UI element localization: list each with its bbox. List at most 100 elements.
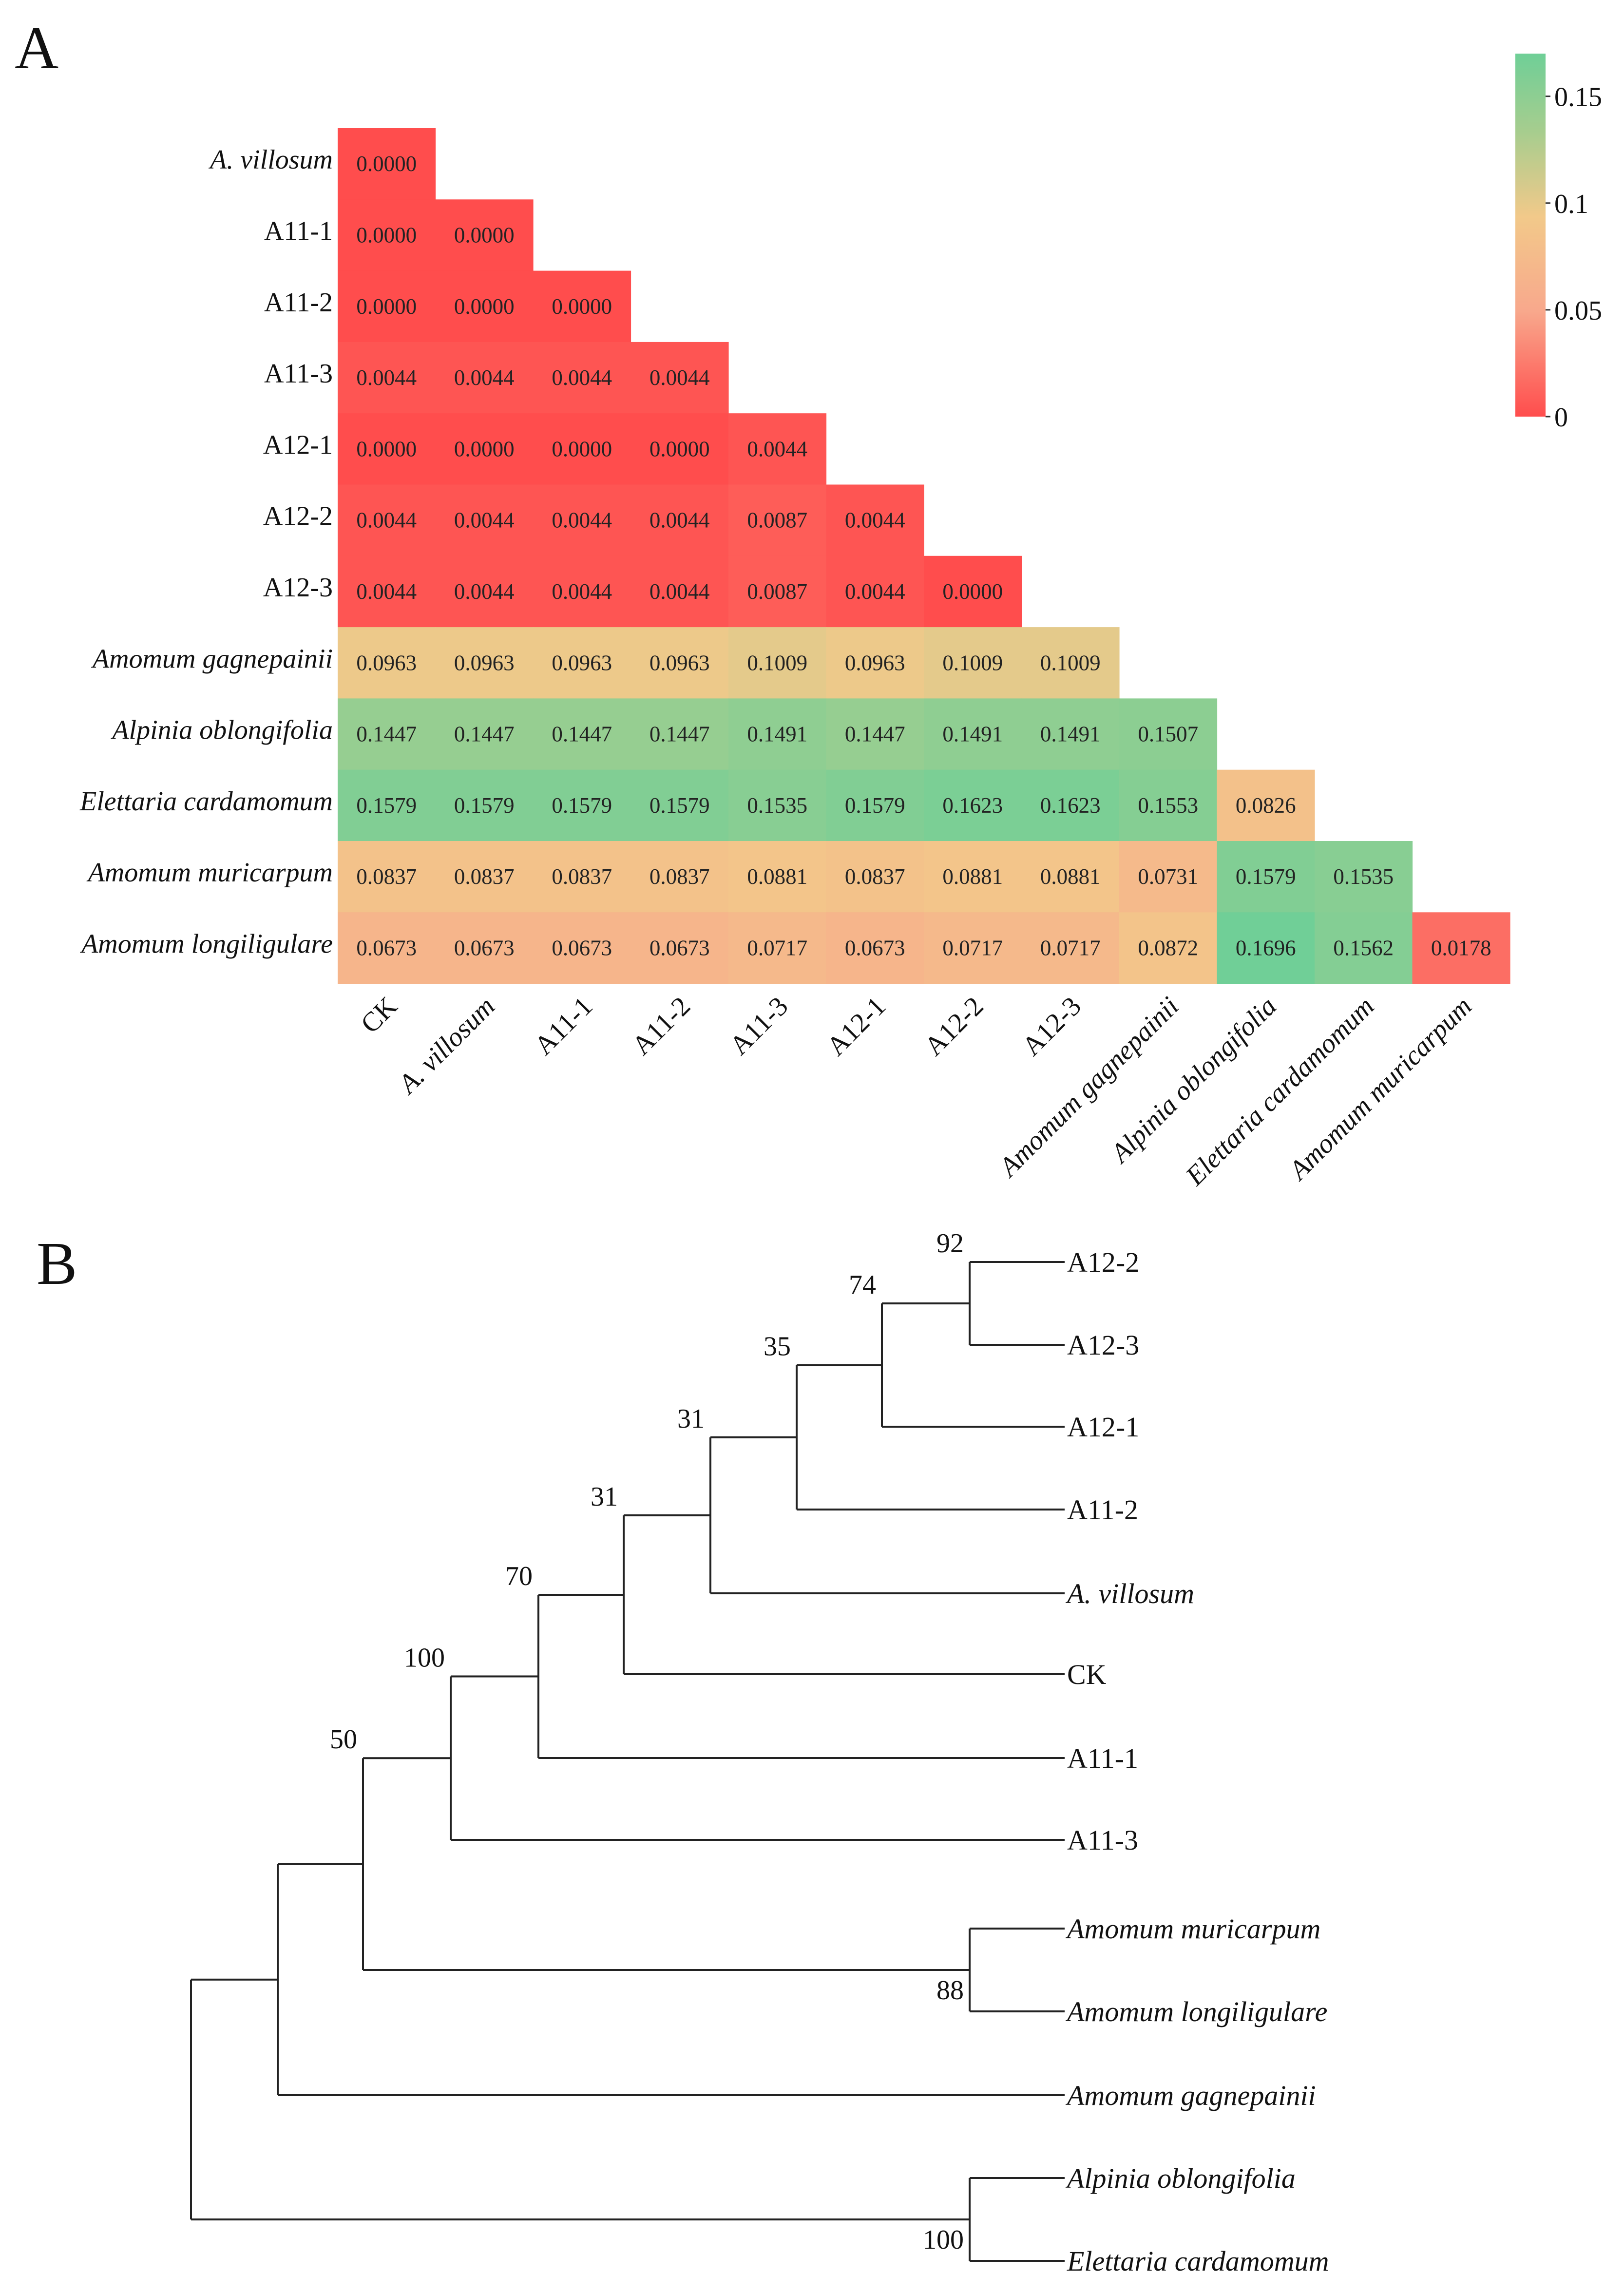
heatmap-cell-value: 0.0044 (552, 579, 612, 604)
heatmap-cell (826, 912, 924, 984)
tree-tip-label: A11-3 (1067, 1824, 1138, 1856)
heatmap-cell-value: 0.1507 (1138, 722, 1198, 746)
heatmap-cell (338, 413, 436, 485)
heatmap-cell (1315, 912, 1413, 984)
heatmap-cell (924, 627, 1022, 699)
bootstrap-value: 31 (591, 1482, 618, 1512)
heatmap-cell (1021, 841, 1120, 913)
heatmap-cell (338, 841, 436, 913)
heatmap-cell (435, 698, 534, 770)
heatmap-cell (728, 698, 827, 770)
bootstrap-value: 35 (764, 1332, 791, 1362)
heatmap-row-label: A11-2 (264, 287, 333, 318)
heatmap-cell-value: 0.1579 (845, 793, 905, 818)
heatmap-cell-value: 0.0000 (650, 437, 710, 461)
heatmap-cell-value: 0.0000 (356, 223, 417, 247)
heatmap-cell-value: 0.0087 (747, 579, 807, 604)
heatmap-cell-value: 0.1579 (552, 793, 612, 818)
heatmap-cell-value: 0.0000 (356, 294, 417, 319)
heatmap-cell-value: 0.0000 (454, 437, 515, 461)
heatmap-column-label: A12-1 (821, 991, 892, 1062)
heatmap-cell (630, 698, 729, 770)
heatmap-cell (338, 199, 436, 271)
heatmap-cell-value: 0.0044 (552, 365, 612, 390)
heatmap-cell (338, 128, 436, 200)
heatmap-cell-value: 0.0044 (650, 508, 710, 533)
heatmap-row-labels: A. villosum A11-1 A11-2 A11-3 A12-1 A12-2 A12-… (79, 145, 333, 959)
heatmap-cell (630, 912, 729, 984)
bootstrap-value: 70 (505, 1561, 533, 1591)
heatmap-cell (630, 484, 729, 556)
heatmap-row-label: A12-3 (263, 573, 333, 603)
heatmap-cell-value: 0.1579 (454, 793, 515, 818)
heatmap-cell (728, 841, 827, 913)
heatmap-cell (924, 698, 1022, 770)
tree-tip-label: Amomum longiligulare (1065, 1996, 1327, 2027)
heatmap-cell (533, 484, 631, 556)
panel-label-a: A (15, 15, 58, 82)
heatmap-cell-value: 0.0000 (552, 294, 612, 319)
heatmap-cell-value: 0.1491 (747, 722, 807, 746)
heatmap-column-label: Elettaria cardamomum (1180, 991, 1380, 1192)
heatmap-cell-value: 0.0963 (845, 650, 905, 675)
heatmap-cell (1021, 769, 1120, 841)
bootstrap-value: 92 (936, 1228, 964, 1259)
heatmap-cell-value: 0.1447 (650, 722, 710, 746)
heatmap-cell (338, 555, 436, 628)
heatmap-column-label: A11-1 (529, 991, 599, 1061)
heatmap-cell (924, 841, 1022, 913)
heatmap-cell-value: 0.0963 (356, 650, 417, 675)
heatmap-row-label: Amomum muricarpum (86, 858, 333, 888)
heatmap-cell (338, 698, 436, 770)
heatmap-cell (826, 555, 924, 628)
heatmap-cell (1021, 627, 1120, 699)
heatmap-cell-value: 0.0044 (356, 508, 417, 533)
tree-tip-label: A12-3 (1067, 1329, 1139, 1361)
heatmap-cell-value: 0.1447 (356, 722, 417, 746)
heatmap-cell-value: 0.0963 (552, 650, 612, 675)
heatmap-row-label: A12-2 (263, 501, 333, 532)
heatmap-cell-value: 0.0044 (650, 365, 710, 390)
heatmap-column-labels: CKA. villosum A11-1 A11-2 A11-3 A12-1 A12-2 A1… (355, 991, 1478, 1192)
heatmap-cell (533, 342, 631, 414)
bootstrap-value: 100 (923, 2225, 964, 2255)
heatmap-cell (924, 769, 1022, 841)
heatmap-cell-value: 0.0673 (356, 936, 417, 960)
heatmap-cell-value: 0.0000 (552, 437, 612, 461)
heatmap-cell-value: 0.1579 (356, 793, 417, 818)
tree-tip-label: Alpinia oblongifolia (1065, 2162, 1296, 2194)
heatmap-cell-value: 0.1491 (1040, 722, 1101, 746)
bootstrap-value: 100 (404, 1643, 445, 1673)
heatmap-cell (1119, 769, 1218, 841)
heatmap-cell-value: 0.0881 (1040, 864, 1101, 889)
heatmap-cell (1217, 912, 1315, 984)
heatmap-cell (1412, 912, 1510, 984)
heatmap-column-label: Amomum muricarpum (1282, 991, 1478, 1187)
heatmap-cell-value: 0.1447 (454, 722, 515, 746)
heatmap-cell-value: 0.1579 (650, 793, 710, 818)
bootstrap-value: 31 (677, 1404, 705, 1434)
heatmap-cell-value: 0.0044 (845, 579, 905, 604)
heatmap-cell-value: 0.0837 (552, 864, 612, 889)
heatmap-cell (728, 484, 827, 556)
heatmap-cell (630, 413, 729, 485)
heatmap-cell (435, 484, 534, 556)
heatmap-cell (1021, 698, 1120, 770)
heatmap-cell-value: 0.0000 (454, 223, 515, 247)
heatmap-cell (338, 342, 436, 414)
heatmap-cell-value: 0.1535 (1333, 864, 1394, 889)
heatmap-cell (630, 841, 729, 913)
heatmap-cell (533, 627, 631, 699)
heatmap-cell (1217, 841, 1315, 913)
heatmap-cell (533, 841, 631, 913)
heatmap-cell-value: 0.0000 (356, 437, 417, 461)
heatmap-cell (1315, 841, 1413, 913)
heatmap-cell (728, 769, 827, 841)
heatmap-cell (728, 413, 827, 485)
heatmap-column-label: Alpinia oblongifolia (1104, 991, 1282, 1170)
heatmap-row-label: Amomum gagnepainii (91, 644, 333, 674)
heatmap-cell (728, 912, 827, 984)
heatmap-cell-value: 0.0044 (454, 365, 515, 390)
heatmap-cell (435, 270, 534, 343)
heatmap-cell (435, 841, 534, 913)
